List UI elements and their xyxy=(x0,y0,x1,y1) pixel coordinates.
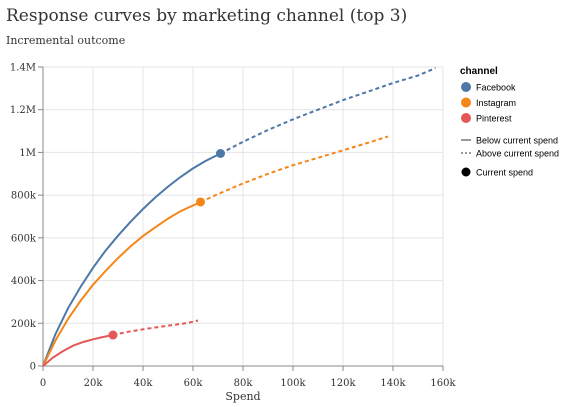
x-tick-label: 80k xyxy=(234,378,254,389)
current-spend-point-facebook xyxy=(216,148,225,158)
y-tick-label: 400k xyxy=(11,276,37,287)
current-spend-point-pinterest xyxy=(108,330,118,340)
curve-below-pinterest xyxy=(42,334,114,367)
current-spend-markers xyxy=(108,148,225,340)
x-tick-label: 120k xyxy=(330,378,356,389)
x-tick-label: 60k xyxy=(184,378,204,389)
gridlines xyxy=(42,66,444,367)
x-tick-label: 0 xyxy=(40,378,46,389)
curve-above-instagram xyxy=(200,135,389,203)
legend-swatch-facebook xyxy=(461,82,471,92)
legend-label-pinterest: Pinterest xyxy=(476,114,512,124)
legend-marker-icon xyxy=(461,167,471,177)
y-tick-label: 1.2M xyxy=(10,105,36,116)
legend: channel Facebook Instagram Pinterest Below c… xyxy=(460,66,559,178)
legend-label-above: Above current spend xyxy=(476,149,559,159)
y-tick-label: 1M xyxy=(19,148,36,159)
legend-swatch-pinterest xyxy=(461,113,471,123)
axes: 0 20k 40k 60k 80k 100k 120k 140k 160k 0 200k 400k 60… xyxy=(10,63,457,390)
y-tick-label: 1.4M xyxy=(10,63,36,74)
y-tick-label: 600k xyxy=(11,233,37,244)
chart-title: Response curves by marketing channel (to… xyxy=(6,6,408,26)
curve-above-pinterest xyxy=(112,319,199,336)
curve-below-instagram xyxy=(42,201,201,367)
legend-label-below: Below current spend xyxy=(476,136,558,146)
legend-title: channel xyxy=(460,66,498,77)
x-tick-label: 100k xyxy=(280,378,306,389)
x-tick-label: 140k xyxy=(380,378,406,389)
legend-label-current-spend: Current spend xyxy=(476,168,533,178)
x-tick-label: 160k xyxy=(430,378,456,389)
curve-above-facebook xyxy=(220,67,436,155)
y-tick-label: 800k xyxy=(11,191,37,202)
x-tick-label: 20k xyxy=(84,378,104,389)
x-tick-label: 40k xyxy=(134,378,154,389)
series-curves xyxy=(42,67,436,367)
y-axis-title: Incremental outcome xyxy=(6,34,126,47)
legend-label-instagram: Instagram xyxy=(476,98,516,108)
curve-below-facebook xyxy=(42,152,221,367)
current-spend-point-instagram xyxy=(196,197,205,207)
legend-swatch-instagram xyxy=(461,97,471,108)
y-tick-label: 200k xyxy=(11,319,37,330)
y-tick-label: 0 xyxy=(30,362,36,373)
x-axis-title: Spend xyxy=(225,390,260,403)
legend-label-facebook: Facebook xyxy=(476,83,516,93)
